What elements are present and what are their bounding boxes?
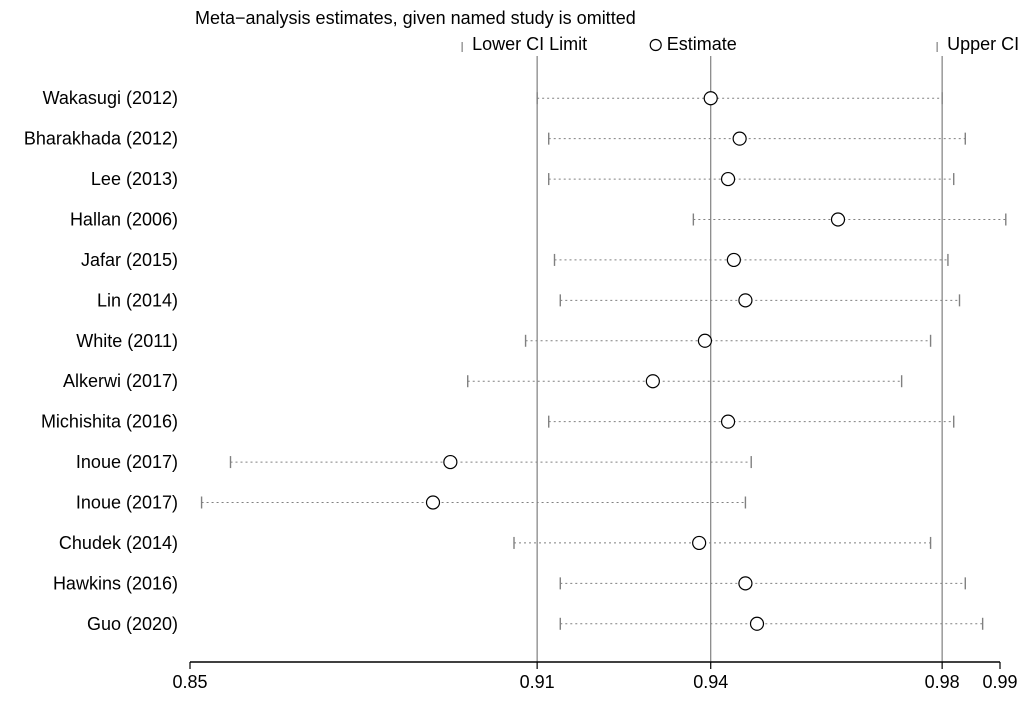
study-label: Alkerwi (2017) [63,371,178,391]
x-tick-label: 0.85 [172,672,207,692]
study-label: Jafar (2015) [81,250,178,270]
study-label: Inoue (2017) [76,493,178,513]
estimate-marker [698,334,711,347]
forest-plot: Meta−analysis estimates, given named stu… [0,0,1020,702]
estimate-marker [722,173,735,186]
estimate-marker [751,617,764,630]
study-label: Guo (2020) [87,614,178,634]
estimate-marker [739,577,752,590]
estimate-marker [646,375,659,388]
x-tick-label: 0.91 [520,672,555,692]
study-label: Chudek (2014) [59,533,178,553]
estimate-marker [733,132,746,145]
study-label: White (2011) [76,331,178,351]
legend-estimate-circle-icon [650,40,661,51]
estimate-marker [427,496,440,509]
legend-upper-ci-label: Upper CI Limit [947,34,1020,54]
estimate-marker [727,253,740,266]
study-label: Michishita (2016) [41,412,178,432]
study-label: Hawkins (2016) [53,573,178,593]
estimate-marker [832,213,845,226]
study-label: Lee (2013) [91,169,178,189]
estimate-marker [444,456,457,469]
x-tick-label: 0.99 [982,672,1017,692]
legend-lower-ci-label: Lower CI Limit [472,34,587,54]
estimate-marker [693,536,706,549]
x-tick-label: 0.94 [693,672,728,692]
x-tick-label: 0.98 [925,672,960,692]
chart-title: Meta−analysis estimates, given named stu… [195,8,636,28]
study-label: Hallan (2006) [70,210,178,230]
study-label: Lin (2014) [97,290,178,310]
estimate-marker [739,294,752,307]
estimate-marker [704,92,717,105]
study-label: Wakasugi (2012) [43,88,178,108]
study-label: Inoue (2017) [76,452,178,472]
legend-estimate-label: Estimate [667,34,737,54]
study-label: Bharakhada (2012) [24,129,178,149]
estimate-marker [722,415,735,428]
